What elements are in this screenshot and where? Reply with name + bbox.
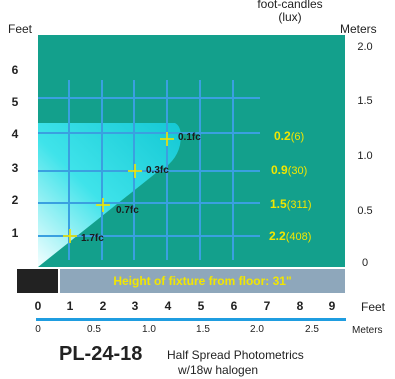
photometric-plot [38,35,345,267]
fixture-height-banner: Height of fixture from floor: 31" [60,269,345,293]
point-label-1.7fc: 1.7fc [81,233,104,244]
subtitle-line2: w/18w halogen [178,363,259,377]
meters-bottom-label: Meters [352,325,383,336]
point-label-0.3fc: 0.3fc [146,165,169,176]
x-tick-feet-5: 5 [197,299,205,313]
y-tick-feet-6: 6 [11,63,19,77]
y-tick-feet-5: 5 [11,95,19,109]
x-tick-meters-1.5: 1.5 [196,324,210,335]
measurement-markers [63,132,174,243]
x-tick-feet-7: 7 [263,299,271,313]
foot-candles-label: foot-candles [257,0,323,11]
y-tick-meters-0: 0 [361,257,369,269]
foot-candles-header: foot-candles (lux) [246,0,334,24]
x-tick-feet-0: 0 [34,299,42,313]
light-cone [38,123,181,267]
lux-label: (lux) [278,10,302,24]
y-tick-feet-4: 4 [11,127,19,141]
x-tick-meters-2.5: 2.5 [305,324,319,335]
x-tick-meters-0.5: 0.5 [87,324,101,335]
x-tick-meters-0: 0 [35,324,41,335]
feet-bottom-label: Feet [361,300,386,314]
x-tick-feet-2: 2 [99,299,107,313]
x-tick-feet-8: 8 [296,299,304,313]
x-tick-feet-3: 3 [131,299,139,313]
reading-1.5: 1.5(311) [270,197,312,211]
marker-2 [128,164,142,178]
y-tick-meters-0.5: 0.5 [357,205,373,217]
x-tick-feet-4: 4 [164,299,172,313]
subtitle-line1: Half Spread Photometrics [167,348,304,362]
axis-line [36,318,346,321]
reading-2.2: 2.2(408) [269,229,312,243]
y-tick-feet-3: 3 [11,161,19,175]
meters-axis-label: Meters [340,22,377,36]
feet-axis-label: Feet [8,22,33,36]
model-title: PL-24-18 [59,343,143,365]
y-tick-meters-1.0: 1.0 [357,150,373,162]
marker-1 [160,132,174,146]
point-label-0.7fc: 0.7fc [116,205,139,216]
marker-4 [63,229,77,243]
x-tick-meters-1.0: 1.0 [142,324,156,335]
y-tick-feet-1: 1 [11,226,19,240]
marker-3 [96,198,110,212]
x-tick-feet-1: 1 [66,299,74,313]
x-tick-meters-2.0: 2.0 [250,324,264,335]
y-tick-meters-2.0: 2.0 [357,41,373,53]
photometric-diagram [38,80,260,267]
x-tick-feet-6: 6 [230,299,238,313]
fixture-block [17,269,58,293]
point-label-0.1fc: 0.1fc [178,132,201,143]
y-tick-feet-2: 2 [11,193,19,207]
y-tick-meters-1.5: 1.5 [357,95,373,107]
reading-0.2: 0.2(6) [274,129,305,143]
x-tick-feet-9: 9 [328,299,336,313]
reading-0.9: 0.9(30) [271,163,308,177]
grid-lines [38,80,260,260]
